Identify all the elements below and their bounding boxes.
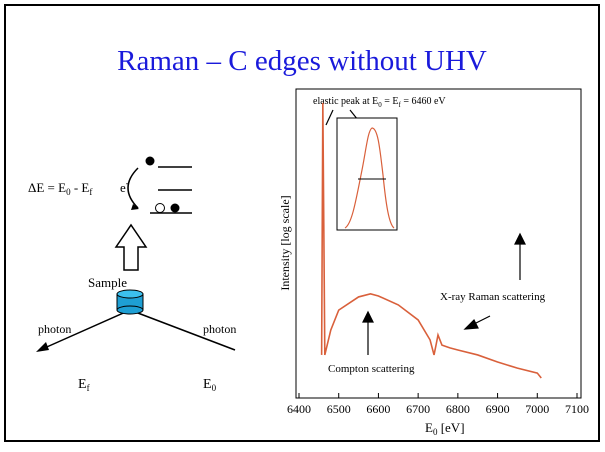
arrows bbox=[325, 109, 526, 355]
electron-dot bbox=[170, 203, 180, 213]
sample: Sample bbox=[88, 275, 127, 290]
annotation: elastic peak at E0 = Ef = 6460 eV bbox=[313, 96, 446, 109]
t: - bbox=[126, 178, 129, 188]
t: E bbox=[425, 420, 433, 435]
title: Raman – C edges without UHV bbox=[117, 45, 487, 77]
x-tick-label: 6600 bbox=[366, 402, 390, 416]
x-tick-label: 6800 bbox=[446, 402, 470, 416]
t: 0 bbox=[433, 427, 438, 437]
t: = 6460 eV bbox=[401, 96, 447, 107]
cylinder-top bbox=[116, 289, 144, 299]
t: elastic peak at E bbox=[313, 96, 378, 107]
arc-arrow bbox=[127, 167, 139, 209]
spectrum-line bbox=[320, 102, 542, 379]
t: e bbox=[120, 180, 126, 195]
t: 0 bbox=[212, 383, 217, 393]
inset bbox=[336, 117, 398, 231]
t: E bbox=[78, 377, 87, 392]
photon-label: photon bbox=[38, 322, 71, 336]
arrowhead bbox=[131, 204, 139, 210]
t: = E bbox=[382, 96, 399, 107]
t: [eV] bbox=[437, 420, 464, 435]
electron-dot bbox=[145, 156, 155, 166]
t: E bbox=[203, 377, 212, 392]
annotation: Compton scattering bbox=[328, 363, 415, 375]
cylinder-bottom bbox=[116, 305, 144, 315]
t: f bbox=[87, 383, 90, 393]
x-tick-label: 6900 bbox=[486, 402, 510, 416]
x-tick-label: 6500 bbox=[327, 402, 351, 416]
delta-e: ΔE = E0 - Ef bbox=[28, 180, 92, 197]
t: 0 bbox=[66, 187, 71, 197]
slide-frame bbox=[4, 4, 600, 442]
electron: e- bbox=[120, 178, 129, 195]
e-0: E0 bbox=[203, 377, 217, 393]
x-tick-label: 7100 bbox=[565, 402, 589, 416]
annotation: X-ray Raman scattering bbox=[440, 291, 546, 303]
t: - E bbox=[71, 180, 90, 195]
hollow-arrow bbox=[114, 223, 148, 271]
t: f bbox=[399, 101, 402, 109]
t: f bbox=[89, 187, 92, 197]
plot-frame bbox=[295, 88, 582, 399]
photon-line bbox=[129, 309, 236, 351]
t: ΔE = E bbox=[28, 180, 66, 195]
arrowhead bbox=[36, 342, 49, 352]
x-axis-label: E0 [eV] bbox=[425, 420, 465, 437]
e-f: Ef bbox=[78, 377, 90, 393]
y-axis-label: Intensity [log scale] bbox=[278, 195, 292, 290]
x-tick-label: 6700 bbox=[406, 402, 430, 416]
t: 0 bbox=[378, 101, 382, 109]
photon-label: photon bbox=[203, 322, 236, 336]
x-tick-label: 7000 bbox=[525, 402, 549, 416]
x-tick-label: 6400 bbox=[287, 402, 311, 416]
photon-line bbox=[39, 309, 131, 351]
hole bbox=[155, 203, 165, 213]
